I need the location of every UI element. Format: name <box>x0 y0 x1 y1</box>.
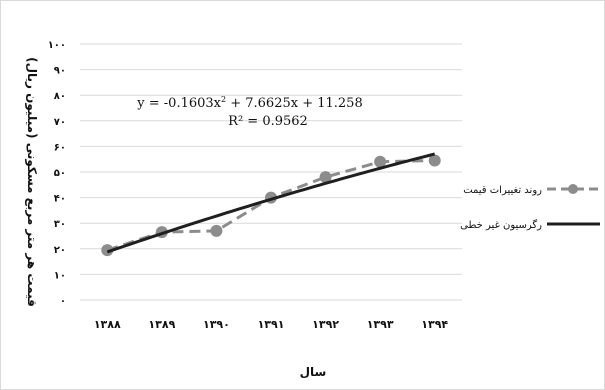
data-point-price-trend <box>101 244 114 257</box>
y-tick-label: ۲۰ <box>54 245 66 256</box>
y-axis-title: قیمت هر متر مربع مسکونی (میلیون ریال) <box>24 57 39 307</box>
r-squared: R² = 0.9562 <box>228 114 308 129</box>
legend-item-price-trend: روند تغییرات قیمت <box>463 184 600 196</box>
data-point-price-trend <box>374 155 387 168</box>
series-line-regression <box>106 152 436 254</box>
x-tick-label: ۱۳۸۹ <box>148 318 175 331</box>
legend-label-regression: رگرسیون غیر خطی <box>460 219 542 231</box>
y-tick-label: ۱۰ <box>54 270 66 281</box>
x-axis-ticks: ۱۳۸۸ ۱۳۸۹ ۱۳۹۰ ۱۳۹۱ ۱۳۹۲ ۱۳۹۳ ۱۳۹۴ <box>94 318 449 331</box>
data-point-price-trend <box>428 154 441 167</box>
y-tick-label: ۷۰ <box>54 117 66 128</box>
regression-equation: y = -0.1603x2 + 7.6625x + 11.258 <box>136 95 362 111</box>
y-tick-label: ۱۰۰ <box>48 40 66 51</box>
plot-area <box>101 152 441 257</box>
x-axis-title: سال <box>300 365 327 379</box>
gridlines <box>80 43 462 301</box>
y-tick-label: ۰ <box>60 296 66 307</box>
y-tick-label: ۹۰ <box>54 66 66 77</box>
y-tick-label: ۸۰ <box>54 91 66 102</box>
y-axis-ticks: ۰ ۱۰ ۲۰ ۳۰ ۴۰ ۵۰ ۶۰ ۷۰ ۸۰ ۹۰ ۱۰۰ <box>48 40 66 307</box>
y-tick-label: ۶۰ <box>54 142 66 153</box>
x-tick-label: ۱۳۹۳ <box>367 318 394 331</box>
legend-label-price-trend: روند تغییرات قیمت <box>463 185 542 196</box>
legend: روند تغییرات قیمت رگرسیون غیر خطی <box>460 184 600 231</box>
legend-item-regression: رگرسیون غیر خطی <box>460 219 600 231</box>
x-tick-label: ۱۳۹۴ <box>421 318 448 331</box>
x-tick-label: ۱۳۹۱ <box>258 318 285 331</box>
legend-marker-price-trend <box>568 184 578 194</box>
y-tick-label: ۵۰ <box>54 168 66 179</box>
data-point-price-trend <box>319 171 332 184</box>
x-tick-label: ۱۳۹۲ <box>312 318 339 331</box>
x-tick-label: ۱۳۸۸ <box>94 318 121 331</box>
y-tick-label: ۴۰ <box>54 194 66 205</box>
y-tick-label: ۳۰ <box>54 219 66 230</box>
x-tick-label: ۱۳۹۰ <box>203 318 230 331</box>
data-point-price-trend <box>210 224 223 237</box>
